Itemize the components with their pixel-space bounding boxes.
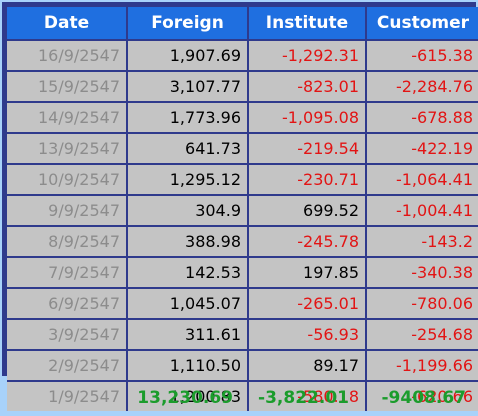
cell-foreign: 1,200.83 [128,382,247,411]
cell-foreign: 388.98 [128,227,247,256]
cell-customer: -780.06 [367,289,478,318]
cell-foreign: 311.61 [128,320,247,349]
cell-customer: -1,004.41 [367,196,478,225]
cell-institute: -580.18 [249,382,365,411]
cell-customer: -615.38 [367,41,478,70]
cell-institute: 89.17 [249,351,365,380]
cell-customer: -678.88 [367,103,478,132]
cell-customer: -2,284.76 [367,72,478,101]
cell-customer: -254.68 [367,320,478,349]
header-date: Date [7,7,126,39]
cell-foreign: 304.9 [128,196,247,225]
cell-date: 16/9/2547 [7,41,126,70]
cell-foreign: 641.73 [128,134,247,163]
cell-institute: -1,095.08 [249,103,365,132]
cell-institute: -245.78 [249,227,365,256]
cell-customer: -1,064.41 [367,165,478,194]
cell-foreign: 3,107.77 [128,72,247,101]
cell-date: 9/9/2547 [7,196,126,225]
cell-institute: -230.71 [249,165,365,194]
cell-date: 1/9/2547 [7,382,126,411]
cell-institute: 197.85 [249,258,365,287]
cell-customer: -1,199.66 [367,351,478,380]
header-customer: Customer [367,7,478,39]
cell-institute: -265.01 [249,289,365,318]
total-foreign: 13,230.69 [137,388,233,408]
cell-foreign: 1,295.12 [128,165,247,194]
investor-flow-table: Date Foreign Institute Customer 16/9/254… [7,7,478,411]
cell-institute: -56.93 [249,320,365,349]
cell-institute: 699.52 [249,196,365,225]
totals-row: 13,230.69 -3,822.01 -9408.67 [0,384,478,412]
cell-institute: -823.01 [249,72,365,101]
cell-customer: -340.38 [367,258,478,287]
investor-flow-table-frame: Date Foreign Institute Customer 16/9/254… [2,2,478,411]
cell-date: 3/9/2547 [7,320,126,349]
cell-date: 14/9/2547 [7,103,126,132]
cell-customer: -620.66 [367,382,478,411]
total-customer: -9408.67 [381,388,467,408]
cell-customer: -422.19 [367,134,478,163]
cell-date: 6/9/2547 [7,289,126,318]
cell-date: 10/9/2547 [7,165,126,194]
total-institute: -3,822.01 [258,388,349,408]
cell-date: 13/9/2547 [7,134,126,163]
cell-date: 7/9/2547 [7,258,126,287]
cell-institute: -1,292.31 [249,41,365,70]
header-foreign: Foreign [128,7,247,39]
cell-customer: -143.2 [367,227,478,256]
cell-foreign: 142.53 [128,258,247,287]
cell-date: 2/9/2547 [7,351,126,380]
cell-foreign: 1,045.07 [128,289,247,318]
cell-date: 15/9/2547 [7,72,126,101]
cell-date: 8/9/2547 [7,227,126,256]
cell-institute: -219.54 [249,134,365,163]
cell-foreign: 1,773.96 [128,103,247,132]
cell-foreign: 1,110.50 [128,351,247,380]
header-institute: Institute [249,7,365,39]
cell-foreign: 1,907.69 [128,41,247,70]
